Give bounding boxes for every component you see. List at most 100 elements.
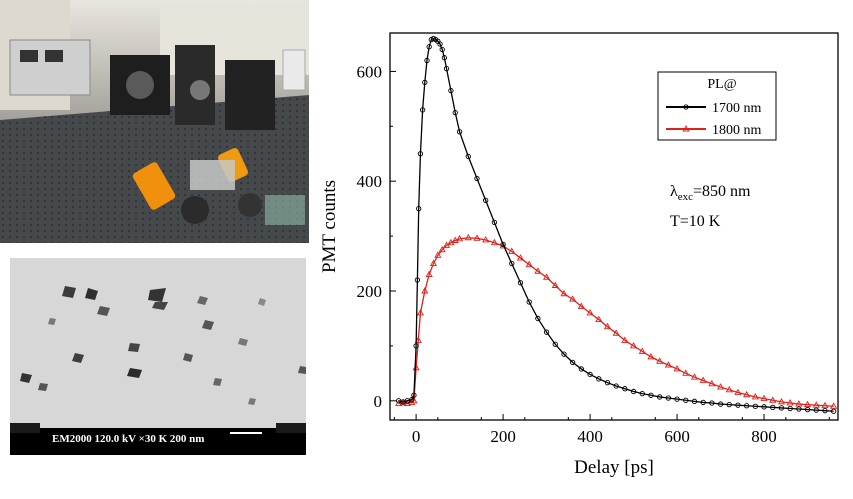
legend-label: 1800 nm: [712, 123, 762, 138]
x-tick-label: 400: [577, 427, 603, 446]
lab-setup-photo: [0, 0, 309, 243]
data-point: [416, 206, 422, 212]
data-point: [416, 309, 425, 316]
series-line: [398, 237, 834, 407]
data-point: [452, 109, 458, 116]
data-point: [410, 396, 418, 404]
data-point: [822, 408, 828, 414]
data-point: [604, 380, 611, 386]
pl-decay-chart: 0 200 400 600 800 0 200 400 600 Delay [ps] PMT …: [300, 0, 853, 494]
legend: PL@ 1700 nm 1800 nm: [657, 71, 777, 141]
data-point: [482, 236, 490, 243]
data-point: [516, 254, 525, 261]
data-point: [424, 57, 430, 64]
data-point: [419, 107, 426, 113]
data-point: [622, 386, 628, 392]
x-tick-label: 600: [664, 427, 690, 446]
data-point: [417, 151, 424, 157]
data-point: [409, 397, 415, 403]
excitation-wavelength-label: λexc=850 nm: [670, 183, 751, 203]
data-point: [734, 388, 742, 396]
data-point: [769, 396, 777, 403]
data-point: [760, 394, 768, 402]
data-point: [439, 46, 445, 53]
data-point: [744, 403, 750, 409]
data-point: [429, 259, 438, 267]
data-point: [414, 277, 421, 283]
data-point: [561, 351, 567, 357]
tem-caption: EM2000 120.0 kV ×30 K 200 nm: [52, 433, 205, 445]
data-point: [752, 403, 759, 409]
data-point: [434, 251, 442, 258]
series-line: [398, 37, 834, 412]
lab-setup-image: [0, 0, 309, 243]
data-point: [743, 390, 751, 398]
data-point: [500, 241, 506, 247]
data-point: [451, 236, 459, 243]
data-point: [456, 129, 463, 135]
data-point: [639, 391, 645, 397]
y-tick-label: 200: [357, 282, 383, 301]
data-point: [821, 401, 829, 409]
tem-image: [10, 258, 306, 455]
data-point: [464, 233, 472, 241]
data-point: [674, 396, 680, 402]
data-point: [560, 289, 568, 297]
data-point: [399, 399, 407, 406]
data-point: [796, 406, 802, 412]
data-point: [552, 341, 558, 347]
data-point: [708, 379, 716, 387]
data-point: [656, 357, 664, 364]
data-point: [569, 295, 577, 302]
data-point: [595, 315, 603, 322]
data-point: [683, 397, 689, 403]
data-point: [778, 405, 785, 411]
x-tick-label: 200: [490, 427, 516, 446]
data-point: [577, 302, 585, 309]
data-point: [586, 309, 594, 316]
data-point: [630, 341, 638, 349]
data-point: [543, 273, 551, 280]
data-point: [551, 281, 559, 288]
data-point: [465, 153, 471, 160]
data-point: [830, 402, 838, 409]
data-point: [786, 399, 794, 406]
data-point: [725, 385, 733, 393]
data-point: [414, 336, 422, 343]
data-point: [448, 87, 454, 94]
plot-frame: [389, 32, 839, 421]
data-point: [517, 280, 524, 286]
data-point: [761, 404, 767, 410]
data-point: [795, 400, 803, 407]
data-point: [716, 383, 725, 390]
data-point: [709, 400, 715, 406]
data-point: [735, 402, 741, 408]
data-point: [630, 388, 637, 395]
tem-micrograph: [10, 258, 306, 455]
scale-bar: [230, 432, 262, 434]
data-point: [700, 399, 706, 406]
data-point: [621, 336, 629, 343]
data-point: [726, 401, 732, 408]
data-point: [490, 238, 498, 246]
data-point: [613, 383, 619, 389]
data-point: [411, 392, 417, 398]
series-layer: [395, 35, 838, 414]
lambda-value: =850 nm: [693, 183, 751, 200]
data-point: [570, 359, 576, 366]
data-point: [673, 365, 681, 372]
data-point: [803, 400, 812, 408]
chart-svg: 0 200 400 600 800 0 200 400 600 Delay [ps] PMT …: [319, 32, 839, 478]
data-point: [438, 245, 446, 253]
x-axis: 0 200 400 600 800: [393, 414, 830, 446]
data-point: [426, 44, 432, 50]
data-point: [525, 260, 533, 268]
data-point: [483, 197, 489, 204]
data-point: [534, 267, 542, 274]
data-point: [648, 392, 654, 398]
data-point: [699, 376, 707, 383]
data-point: [813, 407, 819, 413]
data-point: [491, 219, 498, 226]
data-point: [647, 352, 655, 360]
data-point: [682, 369, 690, 376]
